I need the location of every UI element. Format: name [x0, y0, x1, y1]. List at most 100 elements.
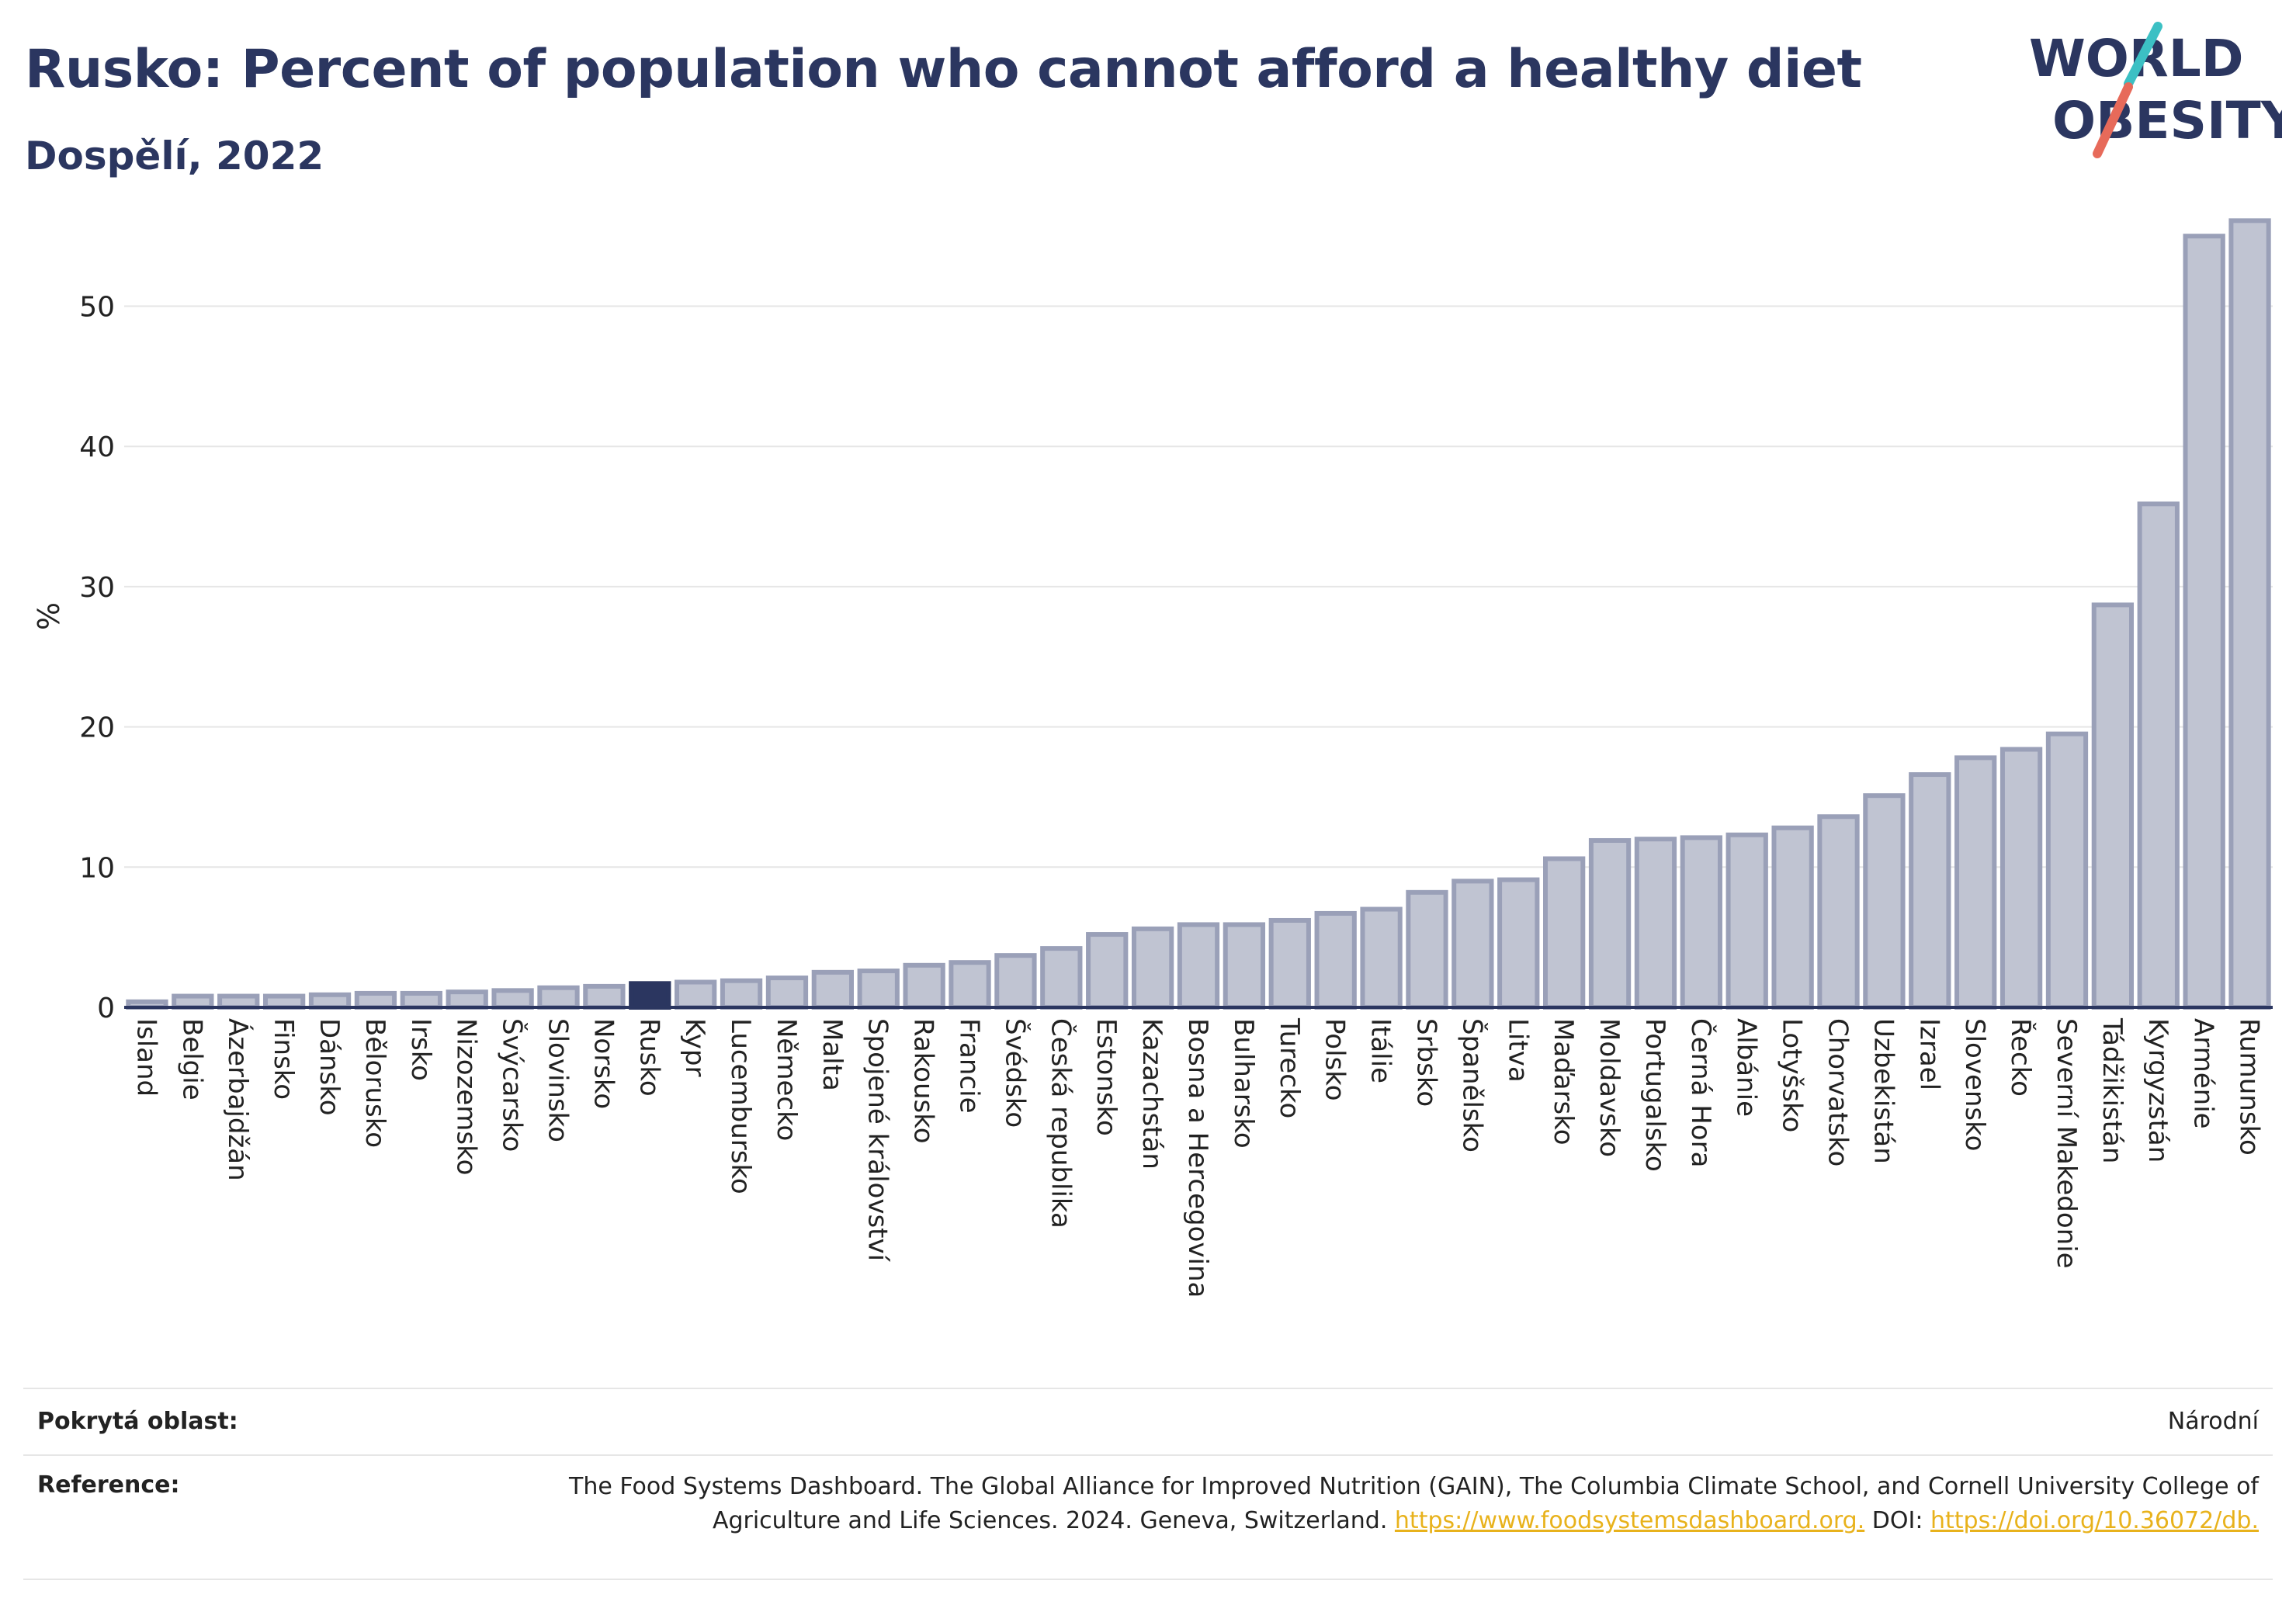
bar[interactable] [583, 983, 626, 1010]
bar[interactable] [1999, 747, 2043, 1010]
bar[interactable] [1497, 877, 1540, 1010]
bar[interactable] [1131, 926, 1174, 1010]
bar[interactable] [1360, 906, 1403, 1010]
x-tick-label: Rumunsko [2234, 1018, 2265, 1156]
bar[interactable] [1040, 946, 1083, 1010]
bar[interactable] [1634, 837, 1677, 1010]
x-axis-labels: Island Belgie Ázerbajdžán Finsko Dánsko Bělor… [130, 1017, 2264, 1298]
logo-slash-teal-icon [2124, 22, 2162, 88]
bar-highlighted[interactable] [629, 981, 671, 1010]
reference-link-doi[interactable]: https://doi.org/10.36072/db. [1930, 1507, 2259, 1534]
x-tick-label: Slovinsko [542, 1018, 573, 1142]
x-tick-label: Švédsko [999, 1018, 1031, 1128]
y-tick-label: 0 [97, 993, 115, 1024]
x-tick-label: Litva [1502, 1018, 1533, 1083]
x-tick-label: Kazachstán [1136, 1018, 1167, 1170]
x-tick-label: Bulharsko [1228, 1018, 1259, 1149]
y-tick-label: 30 [79, 572, 115, 604]
bar[interactable] [675, 979, 717, 1010]
bar[interactable] [1543, 856, 1586, 1010]
bar[interactable] [994, 953, 1037, 1010]
bar[interactable] [1268, 917, 1311, 1010]
x-tick-label: Maďarsko [1548, 1018, 1579, 1145]
bar[interactable] [1771, 825, 1814, 1010]
x-tick-label: Malta [817, 1018, 848, 1091]
x-tick-label: Portugalsko [1639, 1018, 1670, 1172]
y-tick-label: 20 [79, 712, 115, 744]
x-tick-label: Bělorusko [359, 1018, 390, 1148]
x-tick-label: Rakousko [908, 1018, 939, 1144]
x-tick-label: Německo [771, 1018, 802, 1141]
bar[interactable] [811, 969, 854, 1010]
bars [126, 218, 2271, 1010]
bar[interactable] [2228, 218, 2271, 1010]
bar[interactable] [1588, 837, 1632, 1010]
bar[interactable] [765, 976, 809, 1010]
y-axis-label: % [30, 602, 64, 630]
bar[interactable] [1406, 889, 1448, 1010]
bar[interactable] [1817, 814, 1860, 1010]
bar[interactable] [2045, 731, 2089, 1010]
bar[interactable] [354, 990, 397, 1010]
bar[interactable] [2091, 602, 2135, 1010]
x-tick-label: Bosna a Hercegovina [1182, 1018, 1213, 1298]
logo-word-obesity: OBESITY [2052, 91, 2282, 151]
bar[interactable] [446, 989, 488, 1010]
x-tick-label: Turecko [1274, 1017, 1305, 1118]
x-tick-label: Estonsko [1091, 1018, 1122, 1136]
bar[interactable] [857, 969, 900, 1010]
bar[interactable] [1725, 832, 1768, 1010]
x-tick-label: Ázerbajdžán [222, 1018, 254, 1181]
x-tick-label: Česká republika [1045, 1018, 1077, 1229]
x-tick-label: Kypr [679, 1018, 710, 1077]
bar[interactable] [1451, 879, 1494, 1010]
x-tick-label: Švýcarsko [497, 1018, 529, 1152]
bar[interactable] [1909, 772, 1951, 1010]
x-tick-label: Belgie [176, 1018, 207, 1100]
x-tick-label: Polsko [1320, 1018, 1351, 1101]
logo-slash-coral-icon [2093, 82, 2133, 158]
bar[interactable] [1863, 793, 1906, 1010]
bar[interactable] [1177, 922, 1220, 1010]
x-tick-label: Irsko [405, 1018, 436, 1081]
bar[interactable] [491, 988, 534, 1010]
y-tick-label: 50 [79, 292, 115, 324]
x-tick-label: Island [130, 1018, 161, 1097]
reference-link-dashboard[interactable]: https://www.foodsystemsdashboard.org. [1394, 1507, 1865, 1534]
x-tick-label: Černá Hora [1685, 1018, 1717, 1167]
x-tick-label: Chorvatsko [1823, 1018, 1854, 1166]
x-tick-label: Finsko [268, 1018, 299, 1100]
bar[interactable] [949, 960, 991, 1010]
bar[interactable] [720, 978, 763, 1010]
chart-title: Rusko: Percent of population who cannot … [25, 39, 1862, 100]
x-tick-label: Tádžikistán [2097, 1017, 2128, 1163]
coverage-value: Národní [2167, 1408, 2259, 1435]
x-tick-label: Kyrgyzstán [2142, 1018, 2173, 1163]
bar[interactable] [400, 990, 442, 1010]
y-tick-label: 40 [79, 431, 115, 463]
bar[interactable] [2183, 234, 2225, 1010]
x-tick-label: Lucembursko [725, 1018, 756, 1194]
bar[interactable] [1086, 932, 1129, 1010]
x-tick-label: Řecko [2005, 1018, 2037, 1097]
bar-chart: 0 10 20 30 40 50 Island Belgie Ázerbajdžán Finsk… [30, 218, 2273, 1298]
bar[interactable] [1223, 922, 1266, 1010]
coverage-row: Pokrytá oblast: Národní [23, 1388, 2273, 1456]
x-tick-label: Lotyšsko [1777, 1018, 1808, 1132]
bar[interactable] [1954, 755, 1997, 1010]
bar[interactable] [217, 993, 260, 1010]
bar[interactable] [1314, 910, 1357, 1010]
x-tick-label: Rusko [633, 1018, 664, 1097]
y-axis-ticks: 0 10 20 30 40 50 [79, 292, 115, 1024]
bar[interactable] [537, 985, 580, 1010]
x-tick-label: Moldavsko [1594, 1018, 1625, 1157]
reference-body: The Food Systems Dashboard. The Global A… [569, 1473, 2259, 1534]
bar[interactable] [172, 993, 214, 1010]
bar[interactable] [262, 993, 306, 1010]
bar[interactable] [2137, 501, 2180, 1010]
x-tick-label: Arménie [2188, 1018, 2219, 1129]
bar[interactable] [1680, 835, 1722, 1010]
bar[interactable] [308, 992, 352, 1010]
x-tick-label: Albánie [1731, 1018, 1762, 1117]
bar[interactable] [903, 962, 945, 1010]
